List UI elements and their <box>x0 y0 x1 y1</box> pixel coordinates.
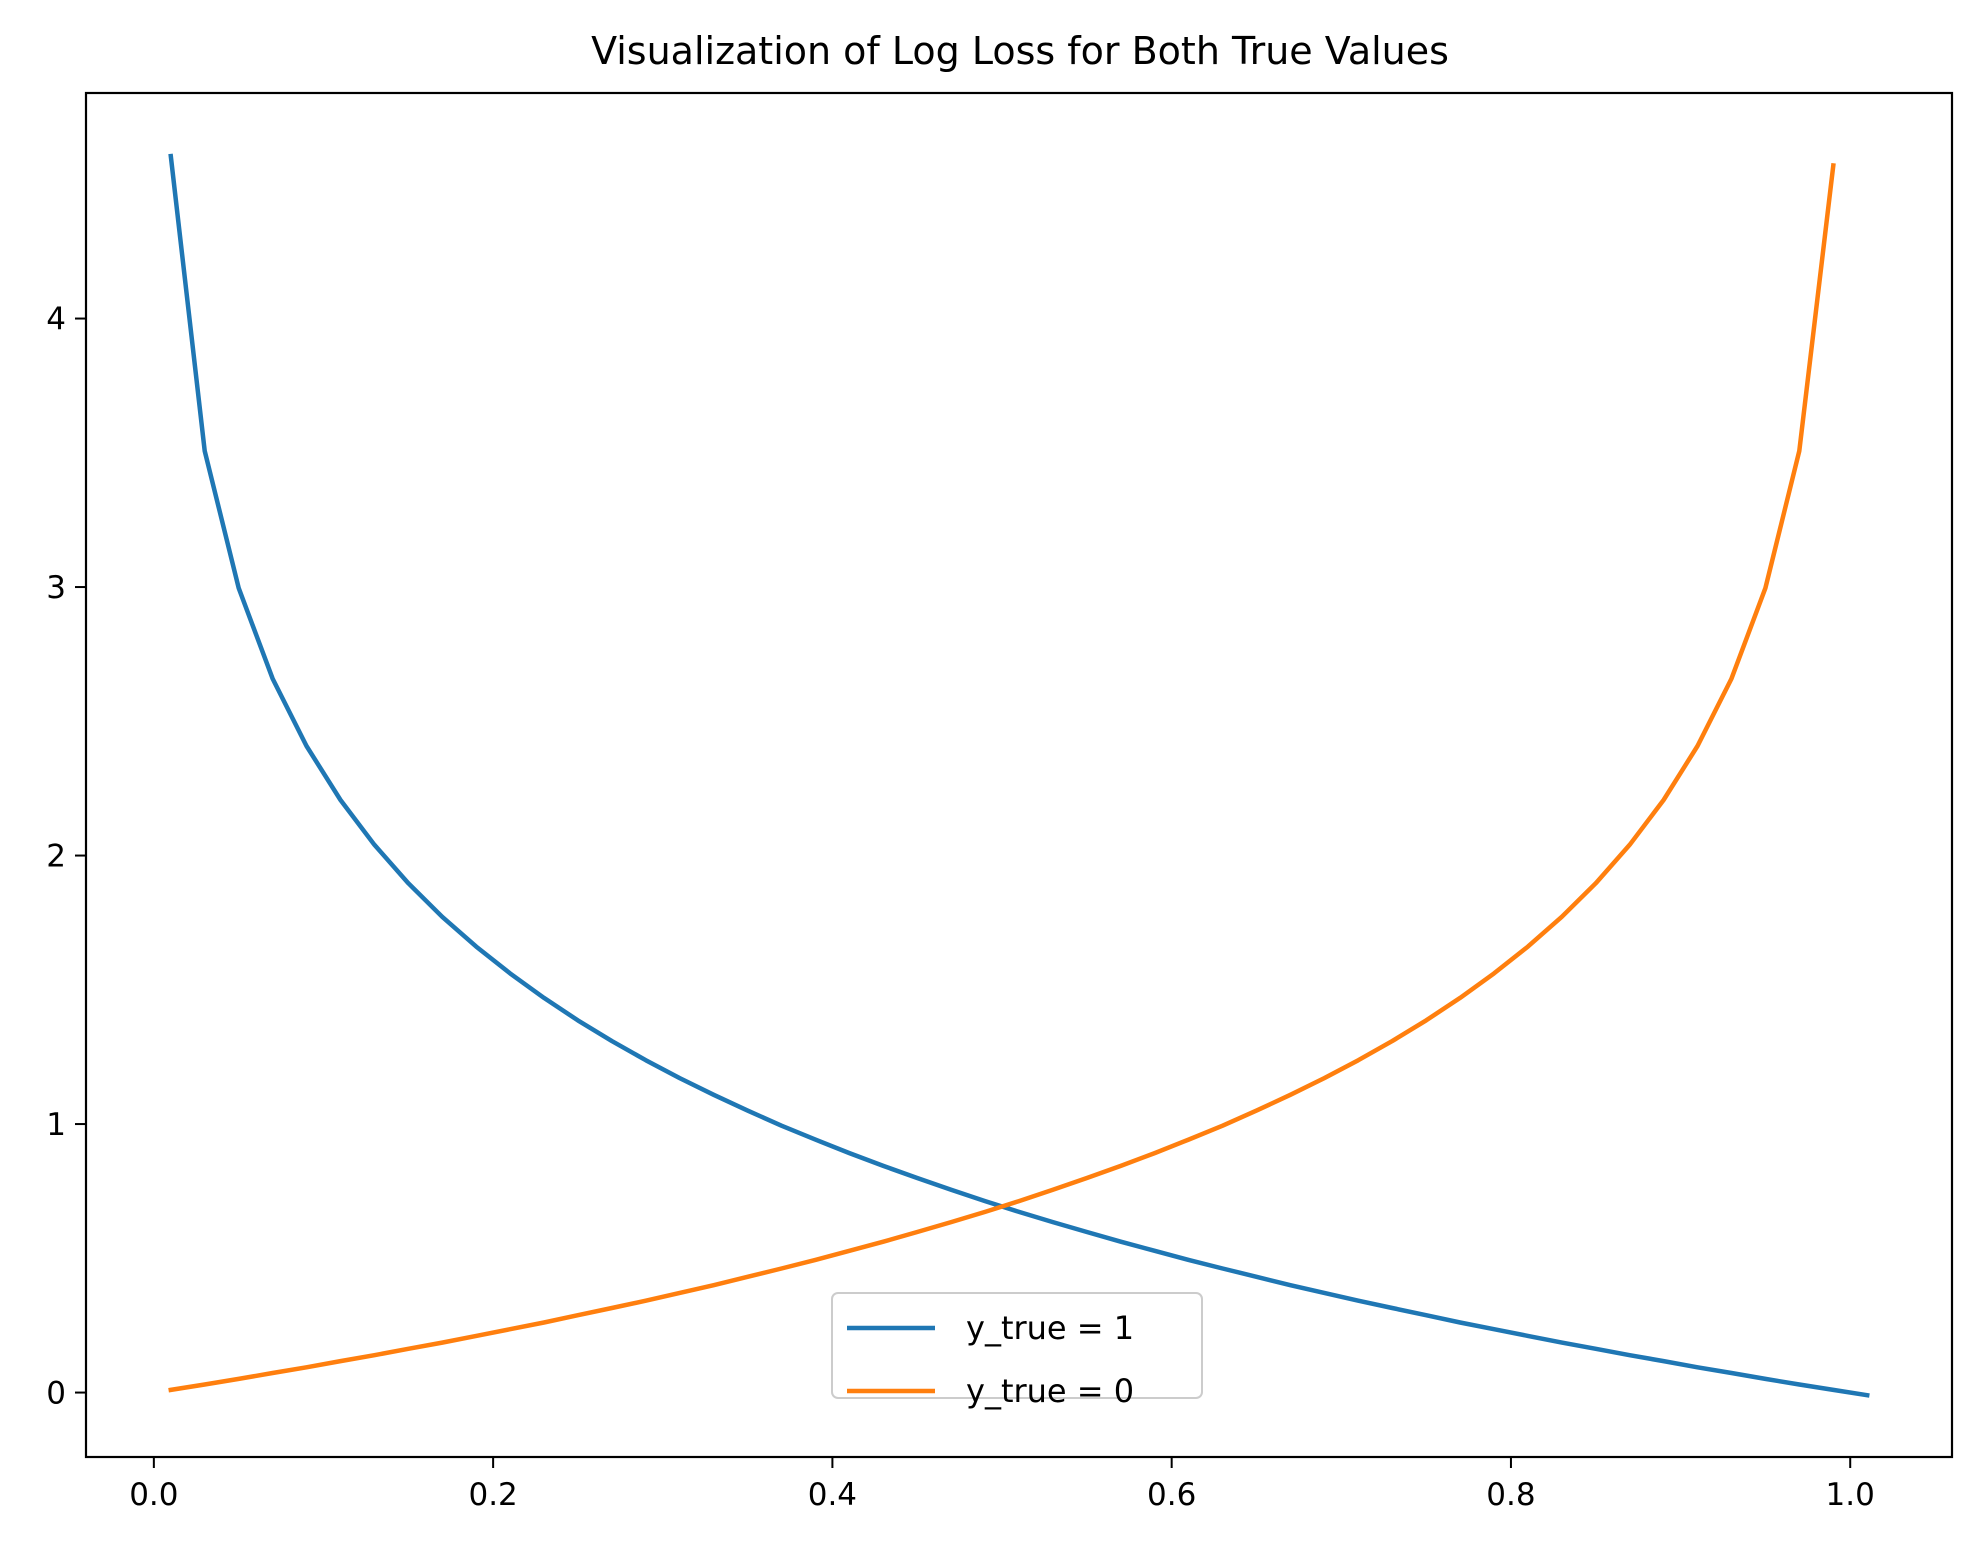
x-axis: 0.0 0.2 0.4 0.6 0.8 1.0 <box>129 1457 1875 1513</box>
series-line-y-true-0 <box>168 162 1836 1393</box>
y-tick-label: 1 <box>46 1107 66 1143</box>
legend-label: y_true = 1 <box>966 1309 1134 1347</box>
legend: y_true = 1 y_true = 0 <box>831 1292 1203 1410</box>
x-tick-label: 1.0 <box>1826 1477 1875 1513</box>
x-tick-label: 0.2 <box>468 1477 517 1513</box>
series-layer <box>168 153 1870 1398</box>
plot-area <box>84 91 1954 1459</box>
y-axis: 0 1 2 3 4 <box>46 302 86 1412</box>
series-line-y-true-1 <box>168 153 1870 1398</box>
axes-frame <box>84 91 1954 1459</box>
y-tick-label: 4 <box>46 302 66 338</box>
y-tick-label: 2 <box>46 839 66 875</box>
y-tick-label: 3 <box>46 570 66 606</box>
x-tick-label: 0.8 <box>1486 1477 1535 1513</box>
y-tick-label: 0 <box>46 1376 66 1412</box>
legend-label: y_true = 0 <box>966 1372 1134 1410</box>
legend-box <box>831 1292 1203 1399</box>
x-tick-label: 0.0 <box>129 1477 178 1513</box>
x-tick-label: 0.6 <box>1147 1477 1196 1513</box>
chart-title: Visualization of Log Loss for Both True … <box>591 29 1449 73</box>
x-tick-label: 0.4 <box>808 1477 857 1513</box>
